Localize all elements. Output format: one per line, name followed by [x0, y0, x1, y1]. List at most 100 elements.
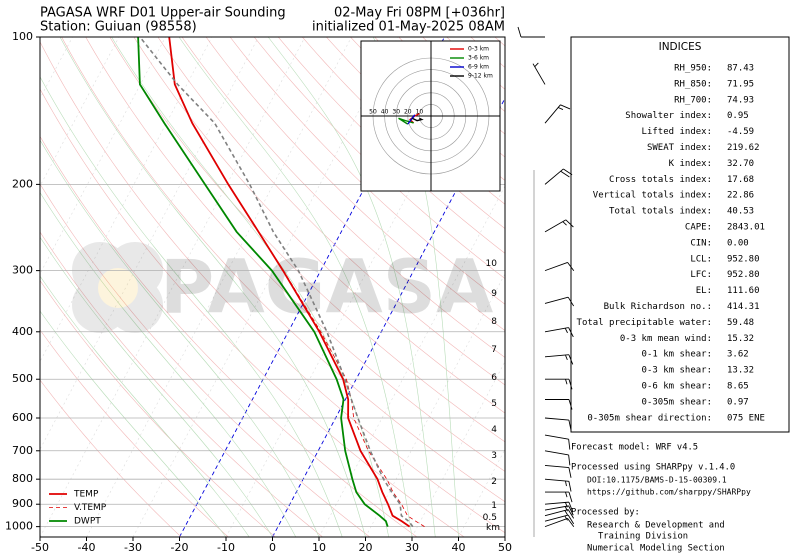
index-label: RH_950: [674, 64, 712, 74]
init-time: initialized 01-May-2025 08AM [312, 20, 505, 35]
dry-adiabat [133, 37, 505, 414]
dry-adiabat [40, 379, 182, 537]
index-value: 0.97 [727, 397, 749, 407]
series-group [139, 37, 414, 528]
dry-adiabat [40, 135, 418, 537]
x-tick-label: 40 [452, 541, 466, 554]
legend-label: TEMP [73, 490, 99, 500]
footer: Forecast model: WRF v4.5 Processed using … [571, 443, 751, 554]
index-value: 40.53 [727, 207, 754, 217]
dry-adiabat [40, 41, 505, 534]
dry-adiabat [109, 37, 505, 443]
indices-table: RH_950: 87.43 RH_850: 71.95 RH_700: 74.93 Show… [577, 64, 765, 424]
y-tick-label: 200 [12, 177, 33, 190]
wind-barb [544, 354, 574, 365]
dry-adiabat [40, 279, 276, 537]
index-label: Cross totals index: [609, 175, 712, 185]
height-label: 5 [491, 399, 497, 409]
hodo-ring-label: 30 [392, 109, 400, 116]
moist-adiabat [40, 76, 343, 537]
profile-line [137, 37, 389, 527]
index-label: 0-1 km shear: [642, 350, 712, 360]
index-label: Bulk Richardson no.: [604, 302, 712, 312]
index-value: 17.68 [727, 175, 754, 185]
x-tick-label: 20 [359, 541, 373, 554]
wind-barb [544, 296, 575, 307]
valid-time: 02-May Fri 08PM [+036hr] [334, 6, 505, 21]
isotherm [40, 37, 259, 450]
dry-adiabat [85, 37, 505, 472]
moist-adiabat [178, 37, 413, 537]
index-value: 952.80 [727, 270, 760, 280]
wind-barb [544, 509, 575, 519]
x-tick-label: 50 [498, 541, 512, 554]
hodo-ring-label: 20 [404, 109, 412, 116]
index-label: 0-3 km mean wind: [620, 334, 712, 344]
index-label: 0-305m shear: [642, 397, 712, 407]
index-value: 0.95 [727, 111, 749, 121]
x-tick-label: -10 [217, 541, 235, 554]
height-label: 1 [491, 501, 497, 511]
dry-adiabat [278, 37, 505, 254]
moist-adiabat [40, 139, 320, 537]
index-value: 71.95 [727, 79, 754, 89]
index-label: 0-305m shear direction: [587, 413, 712, 423]
wind-barb [545, 378, 573, 390]
index-value: 2843.01 [727, 223, 765, 233]
legend-label: DWPT [74, 517, 101, 527]
y-tick-label: 400 [12, 325, 33, 338]
dry-adiabat [157, 37, 505, 386]
height-label: 2 [491, 477, 497, 487]
moist-adiabat [59, 37, 366, 537]
index-value: 414.31 [727, 302, 760, 312]
index-label: K index: [669, 159, 712, 169]
index-value: 15.32 [727, 334, 754, 344]
index-value: 111.60 [727, 286, 760, 296]
indices-title: INDICES [659, 41, 702, 53]
index-value: 075 ENE [727, 413, 765, 423]
wind-barb [544, 478, 572, 492]
logo-part [107, 242, 163, 298]
dry-adiabat [40, 329, 229, 537]
index-label: Total totals index: [609, 207, 712, 217]
footer-line: Research & Development and [587, 521, 725, 531]
wind-barb [544, 219, 574, 233]
legend-label: V.TEMP [74, 503, 107, 513]
index-label: CIN: [690, 238, 712, 248]
index-value: 0.00 [727, 238, 749, 248]
footer-line: Processed using SHARPpy v.1.4.0 [571, 463, 735, 473]
logo-part [107, 277, 163, 333]
wind-barb [532, 62, 546, 85]
index-label: SWEAT index: [647, 143, 712, 153]
index-value: 87.43 [727, 64, 754, 74]
hodo-ring-label: 10 [416, 109, 424, 116]
dry-adiabat [61, 37, 505, 503]
x-tick-label: -50 [31, 541, 49, 554]
wind-barb [544, 261, 575, 272]
moist-adiabat [111, 37, 390, 537]
wind-barb [544, 417, 572, 431]
x-tick-label: -40 [78, 541, 96, 554]
wind-barb [544, 168, 573, 185]
index-value: -4.59 [727, 127, 754, 137]
moist-adiabat [40, 275, 250, 537]
index-value: 3.62 [727, 350, 749, 360]
moist-adiabat [267, 37, 436, 537]
footer-line: DOI:10.1175/BAMS-D-15-00309.1 [587, 476, 727, 485]
dry-adiabat [181, 37, 505, 358]
wind-barb [544, 517, 575, 528]
height-label: 4 [491, 425, 497, 435]
hodo-line [407, 114, 416, 125]
wind-barb [544, 501, 574, 512]
hodo-legend-label: 0-3 km [468, 46, 489, 53]
wind-barb [544, 104, 571, 124]
isotherm [40, 37, 73, 99]
wind-barb [517, 26, 545, 38]
dry-adiabat [40, 183, 370, 537]
moist-adiabat [40, 191, 297, 537]
wind-barb [544, 327, 574, 338]
y-tick-label: 100 [12, 30, 33, 43]
index-label: LFC: [690, 270, 712, 280]
